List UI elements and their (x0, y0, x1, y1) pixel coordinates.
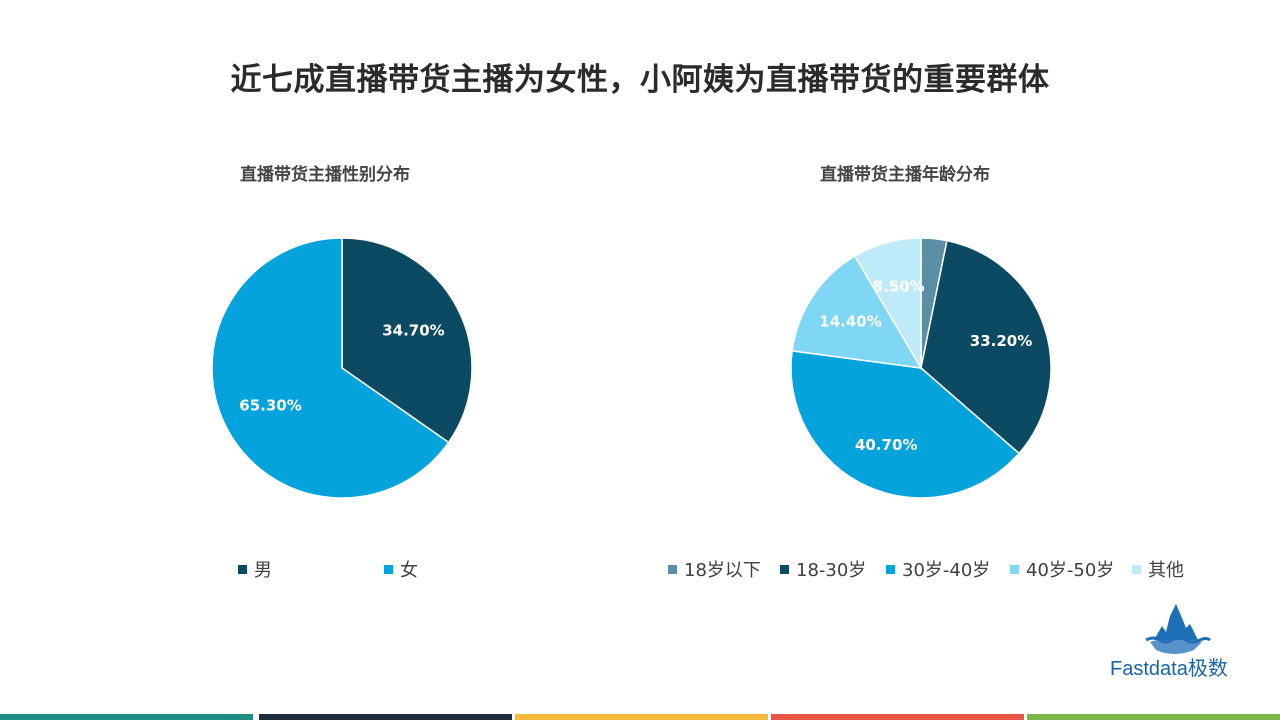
legend-swatch (668, 564, 677, 574)
age-chart-title: 直播带货主播年龄分布 (820, 165, 990, 185)
legend-label: 18-30岁 (796, 560, 867, 581)
legend-item-30-40: 30岁-40岁 (886, 556, 990, 582)
legend-swatch (384, 564, 393, 574)
slice-data-label: 8.50% (873, 277, 925, 295)
legend-item-male: 男 (238, 556, 272, 582)
slice-data-label: 33.20% (970, 332, 1032, 350)
footer-bar-segment (1027, 714, 1280, 720)
legend-item-18-30: 18-30岁 (780, 556, 866, 582)
legend-item-female: 女 (384, 556, 418, 582)
legend-swatch (1010, 564, 1019, 574)
legend-label: 40岁-50岁 (1026, 560, 1115, 581)
legend-label: 女 (400, 560, 418, 581)
slice-data-label: 40.70% (855, 436, 917, 454)
legend-swatch (780, 564, 789, 574)
legend-item-40-50: 40岁-50岁 (1010, 556, 1114, 582)
legend-swatch (886, 564, 895, 574)
legend-label: 18岁以下 (684, 560, 761, 581)
legend-label: 其他 (1148, 560, 1184, 581)
pie-slice-2-3 (791, 255, 923, 369)
footer-bar-segment (515, 714, 768, 720)
legend-item-under18: 18岁以下 (668, 556, 761, 582)
gender-pie: 34.70% 65.30% (211, 237, 473, 499)
pie-slice-1-1 (211, 237, 450, 499)
legend-swatch (1132, 564, 1141, 574)
pie-slice-2-2 (790, 350, 1021, 499)
footer-bar-segment (771, 714, 1024, 720)
legend-label: 男 (254, 560, 272, 581)
pie-slice-2-1 (920, 239, 1052, 455)
footer-bar-segment (259, 714, 512, 720)
slice-data-label: 14.40% (819, 312, 881, 330)
pie-slice-1-0 (341, 237, 473, 444)
age-pie: 33.20% 40.70% 14.40% 8.50% (790, 237, 1052, 499)
slice-data-label: 65.30% (239, 396, 301, 414)
iceberg-icon (1145, 604, 1211, 654)
brand-logo-text: Fastdata极数 (1110, 658, 1228, 680)
footer-bar-segment (0, 714, 253, 720)
slice-data-label: 34.70% (382, 322, 444, 340)
pie-slice-2-4 (853, 237, 922, 371)
page-title: 近七成直播带货主播为女性，小阿姨为直播带货的重要群体 (230, 62, 1050, 98)
legend-label: 30岁-40岁 (902, 560, 991, 581)
legend-swatch (238, 564, 247, 574)
legend-item-other: 其他 (1132, 556, 1184, 582)
gender-chart-title: 直播带货主播性别分布 (240, 165, 410, 185)
